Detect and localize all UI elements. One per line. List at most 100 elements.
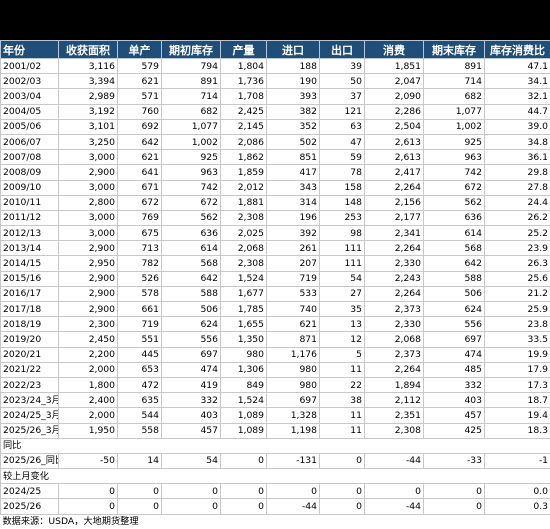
row-label-cell: 2011/12	[1, 210, 59, 225]
value-cell: 588	[424, 271, 485, 286]
value-cell: 111	[320, 256, 365, 271]
value-cell: 624	[424, 302, 485, 317]
row-label-cell: 2008/09	[1, 165, 59, 180]
value-cell: 925	[162, 150, 221, 165]
value-cell: 261	[267, 241, 320, 256]
value-cell: 445	[118, 347, 162, 362]
value-cell: 158	[320, 180, 365, 195]
header-imports: 进口	[267, 41, 320, 59]
value-cell: 2,900	[59, 241, 118, 256]
value-cell: 642	[424, 256, 485, 271]
value-cell: 18.7	[485, 393, 550, 408]
value-cell: -44	[267, 499, 320, 514]
value-cell: 782	[118, 256, 162, 271]
header-exports: 出口	[320, 41, 365, 59]
row-label-cell: 2022/23	[1, 377, 59, 392]
value-cell: 0	[221, 484, 267, 499]
value-cell: 403	[162, 408, 221, 423]
value-cell: 2,989	[59, 89, 118, 104]
row-label-cell: 2009/10	[1, 180, 59, 195]
value-cell: 849	[221, 377, 267, 392]
value-cell: 2,286	[365, 104, 424, 119]
value-cell: 98	[320, 226, 365, 241]
value-cell: 5	[320, 347, 365, 362]
value-cell: 190	[267, 74, 320, 89]
value-cell: 624	[162, 317, 221, 332]
yoy-section-row: 同比	[1, 438, 550, 453]
value-cell: 0	[59, 484, 118, 499]
value-cell: 672	[118, 195, 162, 210]
value-cell: 794	[162, 59, 221, 74]
value-cell: 502	[267, 134, 320, 149]
value-cell: 621	[267, 317, 320, 332]
value-cell: 614	[162, 241, 221, 256]
value-cell: 697	[424, 332, 485, 347]
value-cell: 54	[162, 453, 221, 468]
value-cell: 0	[221, 453, 267, 468]
value-cell: 0	[221, 499, 267, 514]
value-cell: 343	[267, 180, 320, 195]
value-cell: 2,373	[365, 302, 424, 317]
value-cell: 2,264	[365, 241, 424, 256]
value-cell: 556	[424, 317, 485, 332]
value-cell: 419	[162, 377, 221, 392]
row-label-cell: 2012/13	[1, 226, 59, 241]
value-cell: 579	[118, 59, 162, 74]
value-cell: 1,736	[221, 74, 267, 89]
value-cell: 0	[424, 484, 485, 499]
value-cell: 196	[267, 210, 320, 225]
value-cell: 851	[267, 150, 320, 165]
value-cell: 621	[118, 150, 162, 165]
value-cell: 0	[320, 453, 365, 468]
row-label-cell: 2005/06	[1, 119, 59, 134]
value-cell: 34.1	[485, 74, 550, 89]
value-cell: 2,068	[365, 332, 424, 347]
value-cell: 526	[118, 271, 162, 286]
value-cell: 1,077	[424, 104, 485, 119]
value-cell: 672	[162, 195, 221, 210]
value-cell: 533	[267, 286, 320, 301]
value-cell: 641	[118, 165, 162, 180]
value-cell: 50	[320, 74, 365, 89]
row-label-cell: 2024/25	[1, 484, 59, 499]
value-cell: 2,900	[59, 286, 118, 301]
value-cell: 19.4	[485, 408, 550, 423]
value-cell: 393	[267, 89, 320, 104]
value-cell: 558	[118, 423, 162, 438]
value-cell: 352	[267, 119, 320, 134]
value-cell: 925	[424, 134, 485, 149]
value-cell: 2,264	[365, 180, 424, 195]
value-cell: 17.9	[485, 362, 550, 377]
value-cell: 54	[320, 271, 365, 286]
value-cell: 556	[162, 332, 221, 347]
value-cell: 0	[320, 499, 365, 514]
row-label-cell: 2025/26_3月	[1, 423, 59, 438]
value-cell: 314	[267, 195, 320, 210]
value-cell: 891	[424, 59, 485, 74]
value-cell: 1,862	[221, 150, 267, 165]
value-cell: 672	[424, 180, 485, 195]
value-cell: 36.1	[485, 150, 550, 165]
value-cell: 25.2	[485, 226, 550, 241]
value-cell: 2,047	[365, 74, 424, 89]
value-cell: 474	[424, 347, 485, 362]
value-cell: 682	[162, 104, 221, 119]
value-cell: 682	[424, 89, 485, 104]
value-cell: 1,198	[267, 423, 320, 438]
value-cell: 1,950	[59, 423, 118, 438]
top-black-bar	[0, 0, 550, 40]
value-cell: 3,000	[59, 150, 118, 165]
value-cell: 2,425	[221, 104, 267, 119]
value-cell: 2,900	[59, 271, 118, 286]
value-cell: 551	[118, 332, 162, 347]
value-cell: 980	[267, 377, 320, 392]
value-cell: 544	[118, 408, 162, 423]
mom-section-row: 较上月变化	[1, 469, 550, 484]
